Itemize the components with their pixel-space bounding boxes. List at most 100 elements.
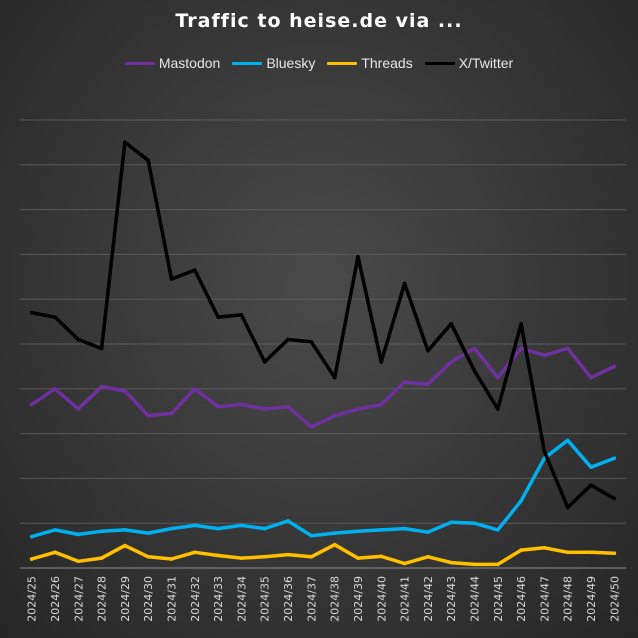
legend-label: Threads: [361, 55, 413, 71]
legend-swatch: [124, 61, 155, 65]
x-tick-label: 2024/38: [329, 576, 342, 622]
data-point-x-twitter: [589, 483, 593, 487]
data-point-bluesky: [76, 532, 81, 537]
x-tick-label: 2024/47: [538, 576, 551, 622]
data-point-mastodon: [612, 364, 617, 369]
data-point-threads: [542, 546, 547, 550]
legend-swatch: [232, 61, 263, 65]
data-point-mastodon: [449, 360, 453, 364]
data-point-threads: [169, 557, 174, 561]
legend-item-threads: Threads: [327, 55, 413, 71]
data-point-threads: [589, 550, 593, 555]
data-point-threads: [262, 555, 267, 559]
data-point-bluesky: [402, 526, 407, 531]
data-point-bluesky: [216, 526, 220, 531]
x-tick-label: 2024/44: [469, 576, 482, 622]
x-tick-label: 2024/43: [445, 576, 458, 622]
data-point-bluesky: [123, 528, 127, 532]
data-point-mastodon: [519, 346, 523, 351]
series-line-mastodon: [29, 346, 617, 429]
series-line-threads: [29, 542, 617, 567]
data-point-bluesky: [286, 519, 290, 523]
data-point-mastodon: [472, 346, 477, 351]
series-line-x-twitter: [29, 140, 617, 510]
x-tick-label: 2024/26: [49, 576, 62, 622]
legend-item-x-twitter: X/Twitter: [424, 55, 514, 71]
data-point-threads: [309, 555, 314, 559]
data-point-mastodon: [589, 375, 593, 380]
data-point-threads: [519, 548, 523, 552]
data-point-threads: [216, 553, 220, 558]
data-point-mastodon: [239, 402, 244, 407]
x-tick-label: 2024/45: [492, 576, 505, 622]
legend-swatch: [424, 61, 455, 65]
x-tick-label: 2024/32: [189, 576, 202, 622]
data-point-bluesky: [99, 529, 104, 534]
data-point-x-twitter: [402, 281, 407, 286]
data-point-threads: [29, 557, 34, 561]
x-tick-label: 2024/36: [282, 576, 295, 622]
data-point-x-twitter: [542, 449, 547, 454]
data-point-bluesky: [565, 438, 570, 443]
x-tick-label: 2024/29: [119, 576, 132, 622]
data-point-x-twitter: [146, 158, 150, 163]
data-point-mastodon: [216, 404, 220, 409]
data-point-bluesky: [472, 521, 477, 525]
x-tick-label: 2024/48: [562, 576, 575, 622]
data-point-threads: [496, 562, 500, 567]
data-point-mastodon: [309, 425, 314, 429]
data-point-mastodon: [356, 407, 360, 411]
data-point-bluesky: [332, 531, 337, 535]
data-point-bluesky: [262, 526, 267, 531]
data-point-threads: [472, 562, 477, 567]
data-point-x-twitter: [612, 496, 617, 501]
data-point-x-twitter: [53, 315, 57, 319]
legend-label: X/Twitter: [458, 55, 514, 71]
data-point-mastodon: [262, 407, 267, 411]
data-point-x-twitter: [123, 140, 127, 145]
data-point-threads: [286, 552, 290, 557]
data-point-mastodon: [542, 353, 547, 358]
series-line-bluesky: [29, 438, 617, 539]
data-point-mastodon: [332, 413, 337, 418]
x-tick-label: 2024/40: [375, 576, 388, 622]
data-point-mastodon: [379, 402, 384, 407]
data-point-bluesky: [146, 531, 150, 535]
data-point-x-twitter: [519, 322, 523, 326]
legend-label: Bluesky: [266, 55, 316, 71]
data-point-x-twitter: [29, 310, 34, 315]
data-point-mastodon: [99, 384, 104, 389]
data-point-x-twitter: [99, 346, 104, 351]
data-point-threads: [53, 550, 57, 555]
data-point-bluesky: [169, 526, 174, 531]
chart-title: Traffic to heise.de via ...: [175, 10, 463, 32]
data-point-bluesky: [193, 523, 197, 528]
data-point-x-twitter: [262, 360, 267, 364]
legend-label: Mastodon: [158, 55, 221, 71]
data-point-mastodon: [123, 389, 127, 393]
data-point-x-twitter: [193, 268, 197, 272]
data-point-x-twitter: [356, 254, 360, 259]
data-point-x-twitter: [76, 337, 81, 342]
x-tick-label: 2024/39: [352, 576, 365, 622]
x-tick-label: 2024/34: [235, 576, 248, 622]
data-point-threads: [76, 559, 81, 564]
data-point-mastodon: [53, 387, 57, 391]
data-point-bluesky: [29, 534, 34, 539]
x-tick-label: 2024/46: [515, 576, 528, 622]
data-point-x-twitter: [379, 360, 384, 364]
x-tick-label: 2024/35: [259, 576, 272, 622]
x-tick-label: 2024/37: [305, 576, 318, 622]
data-point-mastodon: [402, 380, 407, 384]
data-point-bluesky: [356, 529, 360, 534]
x-tick-label: 2024/42: [422, 576, 435, 622]
data-point-x-twitter: [216, 315, 220, 319]
data-point-bluesky: [449, 520, 453, 525]
data-point-threads: [449, 560, 453, 565]
data-point-threads: [612, 551, 617, 556]
x-tick-label: 2024/33: [212, 576, 225, 622]
x-tick-label: 2024/25: [26, 576, 39, 622]
x-tick-label: 2024/31: [166, 576, 179, 622]
